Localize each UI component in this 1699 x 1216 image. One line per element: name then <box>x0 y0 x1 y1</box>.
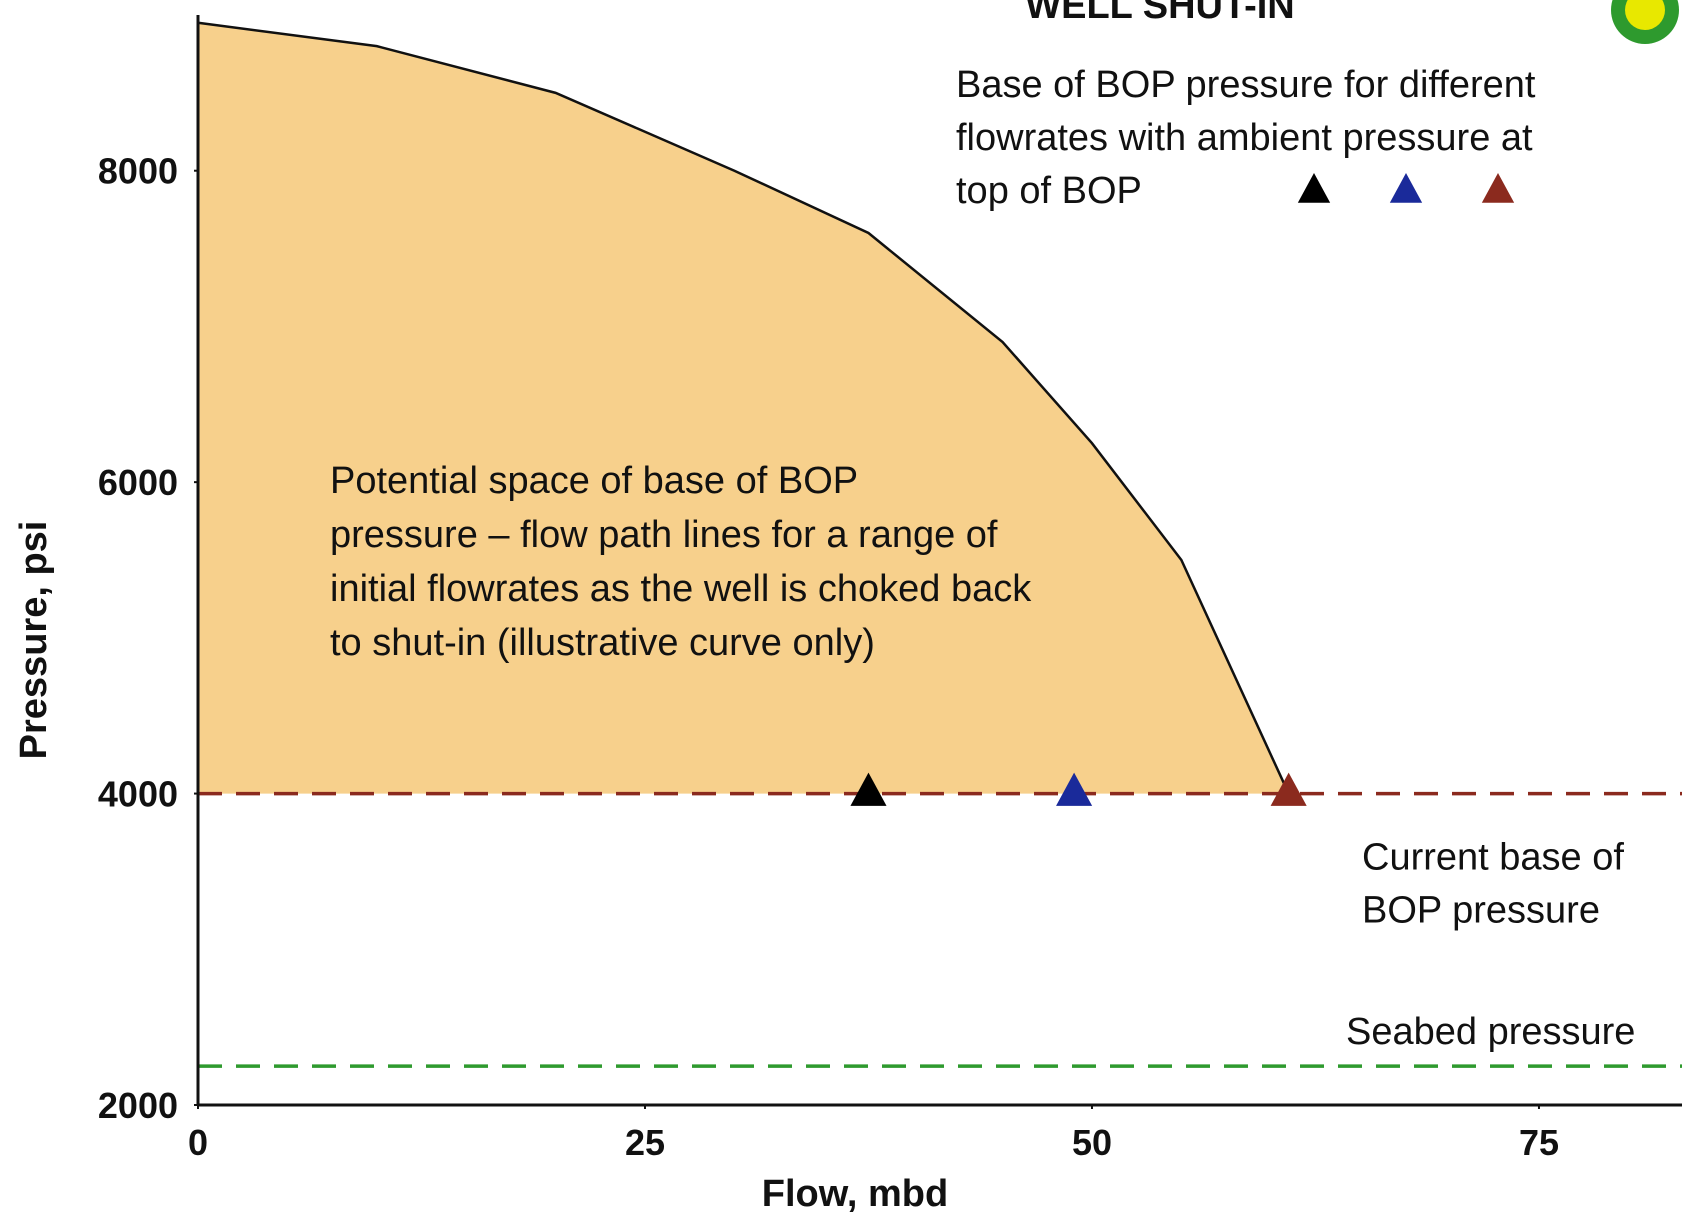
reference-label: BOP pressure <box>1362 890 1600 932</box>
x-tick-label: 0 <box>188 1122 208 1163</box>
chart-title: WELL SHUT-IN <box>1025 0 1295 27</box>
y-tick-label: 4000 <box>98 774 178 815</box>
area-label: Potential space of base of BOP <box>330 460 858 502</box>
y-tick-label: 8000 <box>98 151 178 192</box>
point-marker <box>1270 772 1307 806</box>
reference-label: Current base of <box>1362 837 1624 879</box>
x-axis-title: Flow, mbd <box>762 1173 948 1215</box>
reference-label: Seabed pressure <box>1346 1011 1635 1053</box>
y-tick-label: 2000 <box>98 1085 178 1126</box>
area-label: initial flowrates as the well is choked … <box>330 568 1032 610</box>
legend-text: Base of BOP pressure for different <box>956 64 1536 106</box>
legend-text: flowrates with ambient pressure at <box>956 117 1533 159</box>
y-axis-title: Pressure, psi <box>13 521 55 760</box>
x-tick-label: 75 <box>1519 1122 1559 1163</box>
area-label: to shut-in (illustrative curve only) <box>330 622 875 664</box>
legend-text: top of BOP <box>956 170 1142 212</box>
x-tick-label: 25 <box>625 1122 665 1163</box>
y-tick-label: 6000 <box>98 462 178 503</box>
area-label: pressure – flow path lines for a range o… <box>330 514 998 556</box>
area-fill <box>198 22 1289 794</box>
legend-marker <box>1297 173 1331 203</box>
bp-logo <box>1611 0 1679 44</box>
area-curve <box>197 21 1290 795</box>
x-tick-label: 50 <box>1072 1122 1112 1163</box>
legend-marker <box>1389 173 1423 203</box>
point-marker <box>1056 772 1093 806</box>
point-marker <box>850 772 887 806</box>
legend-marker <box>1481 173 1515 203</box>
logo-inner <box>1625 0 1665 30</box>
